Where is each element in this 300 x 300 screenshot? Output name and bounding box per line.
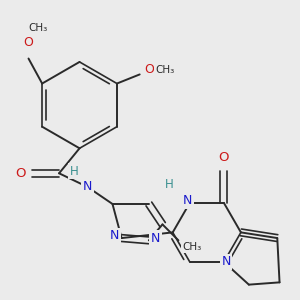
Text: methoxy: methoxy — [32, 26, 38, 27]
Text: N: N — [183, 194, 192, 207]
Text: O: O — [144, 63, 154, 76]
Text: H: H — [70, 164, 78, 178]
Text: O: O — [24, 36, 34, 49]
Text: N: N — [110, 229, 119, 242]
Text: CH₃: CH₃ — [155, 65, 174, 75]
Text: O: O — [219, 151, 229, 164]
Text: N: N — [151, 232, 160, 244]
Text: N: N — [83, 180, 92, 194]
Text: H: H — [165, 178, 174, 191]
Text: N: N — [221, 255, 231, 268]
Text: CH₃: CH₃ — [182, 242, 202, 252]
Text: CH₃: CH₃ — [28, 23, 47, 33]
Text: O: O — [15, 167, 26, 180]
